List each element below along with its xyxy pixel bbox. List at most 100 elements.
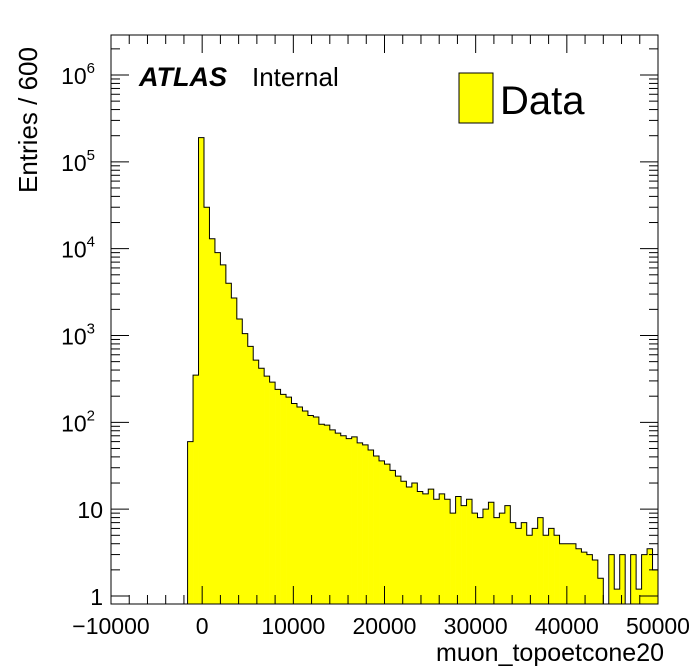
histogram-bin bbox=[362, 444, 369, 604]
y-tick-label: 106 bbox=[61, 60, 95, 89]
histogram-bin bbox=[269, 382, 276, 604]
histogram-bin bbox=[368, 450, 374, 604]
histogram-bin bbox=[346, 438, 352, 604]
histogram-bin bbox=[630, 554, 637, 604]
histogram-bars bbox=[187, 137, 659, 605]
histogram-bin bbox=[302, 411, 309, 604]
histogram-bin bbox=[214, 252, 221, 604]
histogram-bin bbox=[231, 298, 238, 604]
histogram-bin bbox=[439, 493, 445, 604]
histogram-bin bbox=[236, 318, 243, 604]
histogram-bin bbox=[532, 528, 538, 604]
histogram-bin bbox=[428, 489, 435, 604]
histogram-bin bbox=[652, 569, 659, 604]
histogram-bin bbox=[619, 554, 626, 604]
histogram-bin bbox=[537, 517, 544, 604]
histogram-bin bbox=[286, 397, 292, 604]
histogram-bin bbox=[318, 424, 325, 604]
histogram-bin bbox=[641, 554, 648, 604]
x-tick-label: 40000 bbox=[535, 613, 599, 639]
histogram-bin bbox=[592, 559, 599, 604]
histogram-bin bbox=[193, 375, 199, 604]
y-tick-label: 105 bbox=[61, 147, 95, 176]
histogram-bin bbox=[510, 522, 517, 604]
histogram-bin bbox=[225, 283, 232, 604]
x-tick-label: 30000 bbox=[444, 613, 508, 639]
x-axis-title: muon_topoetcone20 bbox=[436, 639, 664, 667]
histogram-bin bbox=[504, 505, 511, 604]
histogram-bin bbox=[275, 389, 281, 604]
histogram-bin bbox=[258, 368, 265, 604]
histogram-bin bbox=[477, 517, 484, 604]
histogram-bin bbox=[461, 505, 467, 604]
histogram-bin bbox=[242, 333, 249, 604]
histogram-bin bbox=[329, 429, 336, 604]
histogram-bin bbox=[422, 493, 429, 604]
y-tick-label: 10 bbox=[77, 497, 103, 523]
histogram-bin bbox=[411, 483, 418, 604]
histogram-bin bbox=[575, 548, 582, 604]
histogram-bin bbox=[554, 535, 560, 604]
y-tick-label: 103 bbox=[61, 321, 95, 350]
internal-label: Internal bbox=[252, 62, 339, 92]
x-axis-ticks: −10000 0 10000 20000 30000 40000 50000 bbox=[72, 35, 690, 639]
histogram-bin bbox=[291, 403, 298, 604]
histogram-bin bbox=[351, 436, 358, 604]
histogram-bin bbox=[379, 460, 385, 604]
histogram-bin bbox=[198, 137, 205, 604]
histogram-bin bbox=[455, 496, 462, 604]
y-tick-label: 104 bbox=[61, 234, 95, 263]
histogram-bin bbox=[450, 513, 456, 604]
legend-swatch bbox=[458, 72, 494, 124]
histogram-bin bbox=[433, 499, 440, 604]
histogram-bin bbox=[389, 470, 396, 604]
histogram-bin bbox=[526, 535, 533, 604]
histogram-bin bbox=[357, 442, 363, 604]
legend-label: Data bbox=[500, 79, 585, 123]
histogram-bin bbox=[581, 552, 588, 604]
histogram-bin bbox=[307, 415, 314, 604]
histogram-bin bbox=[220, 264, 227, 604]
x-tick-label: 0 bbox=[196, 613, 209, 639]
histogram-bin bbox=[395, 476, 402, 604]
histogram-outline bbox=[182, 137, 659, 605]
histogram-bin bbox=[280, 394, 287, 604]
histogram-bin bbox=[384, 464, 391, 604]
histogram-bin bbox=[417, 491, 424, 604]
x-tick-label: 50000 bbox=[626, 613, 690, 639]
histogram-bin bbox=[548, 528, 555, 604]
histogram-bin bbox=[253, 360, 259, 604]
histogram-bin bbox=[187, 441, 194, 604]
histogram-bin bbox=[565, 543, 571, 604]
histogram-bin bbox=[515, 528, 522, 604]
histogram-bin bbox=[543, 535, 549, 604]
histogram-bin bbox=[488, 502, 495, 604]
y-tick-label: 1 bbox=[90, 584, 103, 610]
x-tick-label: −10000 bbox=[72, 613, 149, 639]
histogram-bin bbox=[444, 499, 451, 604]
histogram-bin bbox=[313, 417, 320, 604]
x-tick-label: 20000 bbox=[353, 613, 417, 639]
y-axis-title: Entries / 600 bbox=[13, 47, 43, 193]
histogram-bin bbox=[296, 407, 303, 604]
histogram-bin bbox=[209, 238, 216, 604]
histogram-bin bbox=[373, 455, 380, 604]
histogram-bin bbox=[597, 578, 604, 604]
histogram-bin bbox=[340, 435, 347, 604]
y-axis-ticks: 1 10 102 103 104 105 106 bbox=[61, 48, 658, 610]
histogram-bin bbox=[647, 548, 653, 604]
histogram-bin bbox=[247, 346, 254, 604]
histogram-bin bbox=[493, 517, 500, 604]
y-tick-label: 102 bbox=[61, 407, 95, 436]
histogram-bin bbox=[335, 433, 342, 604]
x-tick-label: 10000 bbox=[261, 613, 325, 639]
histogram-bin bbox=[636, 589, 642, 604]
histogram-bin bbox=[264, 376, 270, 604]
histogram-bin bbox=[586, 554, 593, 604]
histogram-bin bbox=[499, 513, 506, 604]
histogram-bin bbox=[406, 487, 413, 604]
histogram-bin bbox=[324, 425, 331, 604]
histogram-bin bbox=[400, 481, 407, 604]
histogram-bin bbox=[203, 207, 210, 605]
